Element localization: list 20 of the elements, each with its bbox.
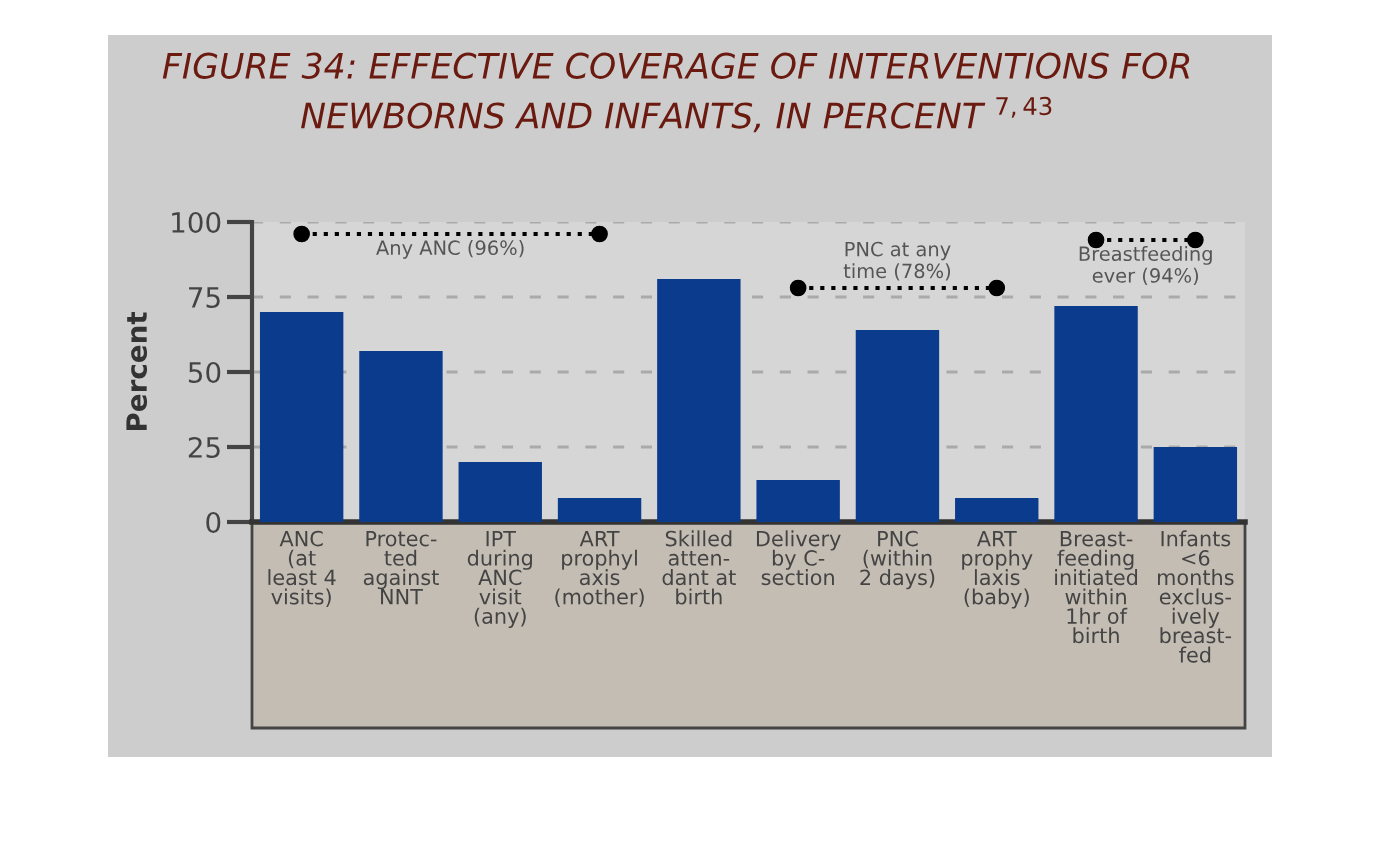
x-tick-label: Breast- feeding initiated within 1hr of birth xyxy=(1055,530,1138,644)
chart-title: FIGURE 34: EFFECTIVE COVERAGE OF INTERVENTIONS FOR NEWBORNS AND INFANTS, IN PERCENT $^{7,43}$ xyxy=(162,52,1190,133)
y-tick-label: 75 xyxy=(189,287,220,308)
x-tick-label: Protec- ted against NNT xyxy=(363,530,439,605)
x-tick-label: ANC (at least 4 visits) xyxy=(268,530,336,608)
x-tick-label: ART prophyl axis (mother) xyxy=(555,530,644,608)
x-tick-label: Delivery by C- section xyxy=(756,530,841,586)
series-label: Breastfeeding ever (94%) xyxy=(1079,246,1212,286)
series-label: Any ANC (96%) xyxy=(376,240,524,259)
y-tick-label: 25 xyxy=(188,436,220,458)
y-tick-label: 50 xyxy=(188,361,221,383)
x-tick-label: Skilled atten- dant at birth xyxy=(662,530,736,605)
y-tick-label: 100 xyxy=(172,211,221,233)
x-tick-label: PNC (within 2 days) xyxy=(860,530,935,590)
y-axis-title: Percent xyxy=(126,312,148,431)
series-label: PNC at any time (78%) xyxy=(843,241,951,281)
x-tick-label: Infants <6 months exclus- ively breast- fed xyxy=(1158,530,1234,663)
y-tick-label: 0 xyxy=(206,511,221,533)
x-tick-label: ART prophy laxis (baby) xyxy=(962,530,1033,609)
x-tick-label: IPT during ANC visit (any) xyxy=(467,530,532,628)
